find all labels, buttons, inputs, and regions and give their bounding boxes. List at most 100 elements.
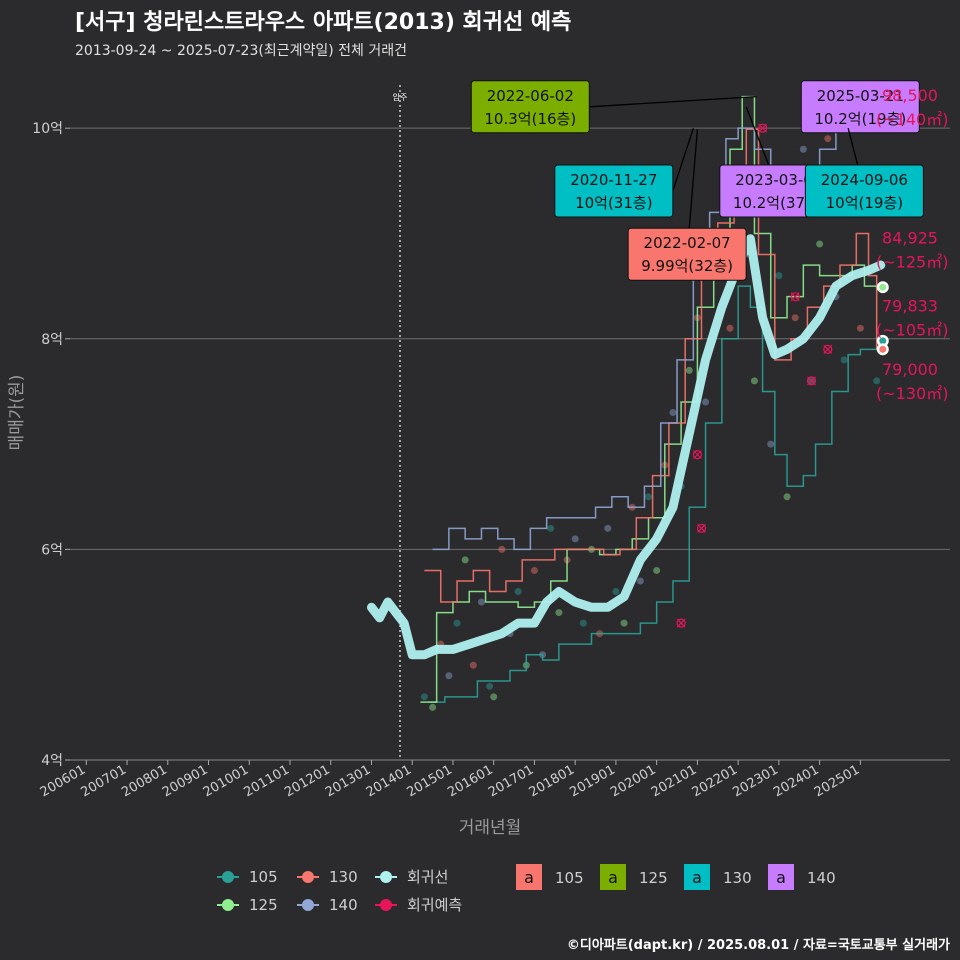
- transaction-point: [490, 693, 498, 701]
- latest-point: [879, 283, 887, 291]
- legend-label: 회귀예측: [407, 896, 462, 914]
- transaction-point: [604, 524, 612, 532]
- transaction-point: [420, 693, 428, 701]
- forecast-label: 98,500 (~140㎡): [876, 86, 948, 129]
- transaction-point: [791, 314, 799, 322]
- transaction-point: [824, 135, 832, 143]
- x-tick-label: 201901: [567, 762, 617, 800]
- legend-box-glyph: a: [608, 868, 618, 887]
- annotation-box: [804, 164, 924, 218]
- transaction-point: [477, 598, 485, 606]
- x-tick-label: 202101: [649, 762, 699, 800]
- forecast-mark: [823, 344, 833, 354]
- annotation-price: 10억(31층): [575, 194, 652, 212]
- x-tick-label: 201301: [323, 762, 373, 800]
- forecast-label: 79,000 (~130㎡): [876, 360, 948, 403]
- legend-key-dot: [380, 871, 392, 883]
- legend-label: 130: [329, 868, 358, 886]
- legend-box-item-105: a 105: [516, 864, 584, 890]
- annotation-date: 2020-11-27: [570, 171, 657, 189]
- legend-box-swatch: [684, 864, 710, 890]
- transaction-point: [620, 619, 628, 627]
- latest-point: [879, 345, 887, 353]
- annotation-date: 2023-03-01: [735, 171, 822, 189]
- series-line-125: [420, 95, 878, 703]
- y-tick-label: 8억: [41, 332, 63, 348]
- transaction-point: [775, 272, 783, 280]
- x-tick-label: 201401: [364, 762, 414, 800]
- transaction-point: [612, 588, 620, 596]
- legend-label: 140: [329, 896, 358, 914]
- forecast-mark-cross: [823, 344, 833, 354]
- x-tick-label: 200901: [160, 762, 210, 800]
- record-annotation: 2020-11-27 10억(31층): [554, 127, 694, 218]
- forecast-label: 84,925 (~125㎡): [876, 228, 948, 271]
- x-tick-label: 201701: [486, 762, 536, 800]
- legend-box-glyph: a: [524, 868, 534, 887]
- legend-key-dot: [380, 899, 392, 911]
- transaction-point: [469, 661, 477, 669]
- transaction-point: [799, 145, 807, 153]
- legend-box-swatch: [516, 864, 542, 890]
- legend-box-glyph: a: [776, 868, 786, 887]
- annotation-price: 10.2억(19층): [814, 110, 906, 128]
- trend-line: [366, 234, 886, 660]
- forecast-price: 84,925: [882, 228, 938, 247]
- move-in-label: 입주: [393, 93, 408, 102]
- y-tick-label: 4억: [41, 753, 63, 769]
- legend-label: 125: [639, 869, 668, 887]
- series-line-105: [428, 285, 878, 703]
- forecast-mark-cross: [790, 292, 800, 302]
- legend-key-dot: [302, 899, 314, 911]
- legend-label: 125: [249, 896, 278, 914]
- x-tick-label: 201801: [527, 762, 577, 800]
- forecast-mark-circle: [806, 376, 817, 386]
- legend-box-item-125: a 125: [600, 864, 668, 890]
- legend-item-105: 105: [217, 868, 278, 886]
- forecast-mark: [806, 376, 817, 386]
- forecast-mark-cross: [692, 450, 702, 460]
- legend-item-회귀예측: 회귀예측: [375, 896, 462, 914]
- forecast-mark-circle: [692, 450, 703, 460]
- record-annotation: 2025-03-21 10.2억(19층): [800, 80, 920, 134]
- annotation-price: 10.3억(16층): [484, 110, 576, 128]
- forecast-mark-cross: [807, 376, 816, 386]
- annotation-leader: [672, 127, 694, 192]
- forecast-price: 98,500: [882, 86, 938, 105]
- transaction-point: [514, 588, 522, 596]
- legend-box-glyph: a: [692, 868, 702, 887]
- forecast-area: (~105㎡): [876, 321, 948, 340]
- transaction-point: [445, 672, 453, 680]
- transaction-point: [486, 682, 494, 690]
- x-axis-title: 거래년월: [459, 818, 522, 838]
- transaction-point: [429, 703, 437, 711]
- legend-box-swatch: [600, 864, 626, 890]
- legend-box-item-140: a 140: [768, 864, 836, 890]
- transaction-point: [702, 398, 710, 406]
- transaction-point: [726, 324, 734, 332]
- legend-key-dot: [222, 871, 234, 883]
- transaction-point: [783, 493, 791, 501]
- annotation-box: [554, 164, 674, 218]
- annotation-date: 2025-03-21: [817, 87, 904, 105]
- transaction-point: [767, 440, 775, 448]
- legend-key-dot: [222, 899, 234, 911]
- transaction-point: [636, 577, 644, 585]
- transaction-point: [530, 566, 538, 574]
- forecast-mark: [790, 292, 800, 302]
- legend-label: 140: [807, 869, 836, 887]
- forecast-mark: [676, 618, 686, 628]
- annotation-date: 2022-06-02: [487, 87, 574, 105]
- legend-box-item-130: a 130: [684, 864, 752, 890]
- legend-label: 105: [249, 868, 278, 886]
- chart-subtitle: 2013-09-24 ~ 2025-07-23(최근계약일) 전체 거래건: [75, 43, 407, 59]
- x-tick-label: 201001: [201, 762, 251, 800]
- transaction-point: [840, 356, 848, 364]
- record-annotation: 2024-09-06 10억(19층): [804, 128, 924, 218]
- forecast-mark-circle: [696, 523, 707, 533]
- forecast-mark: [692, 450, 703, 460]
- transaction-point: [555, 609, 563, 617]
- x-tick-label: 201601: [445, 762, 495, 800]
- transaction-point: [816, 240, 824, 248]
- legend-item-130: 130: [297, 868, 358, 886]
